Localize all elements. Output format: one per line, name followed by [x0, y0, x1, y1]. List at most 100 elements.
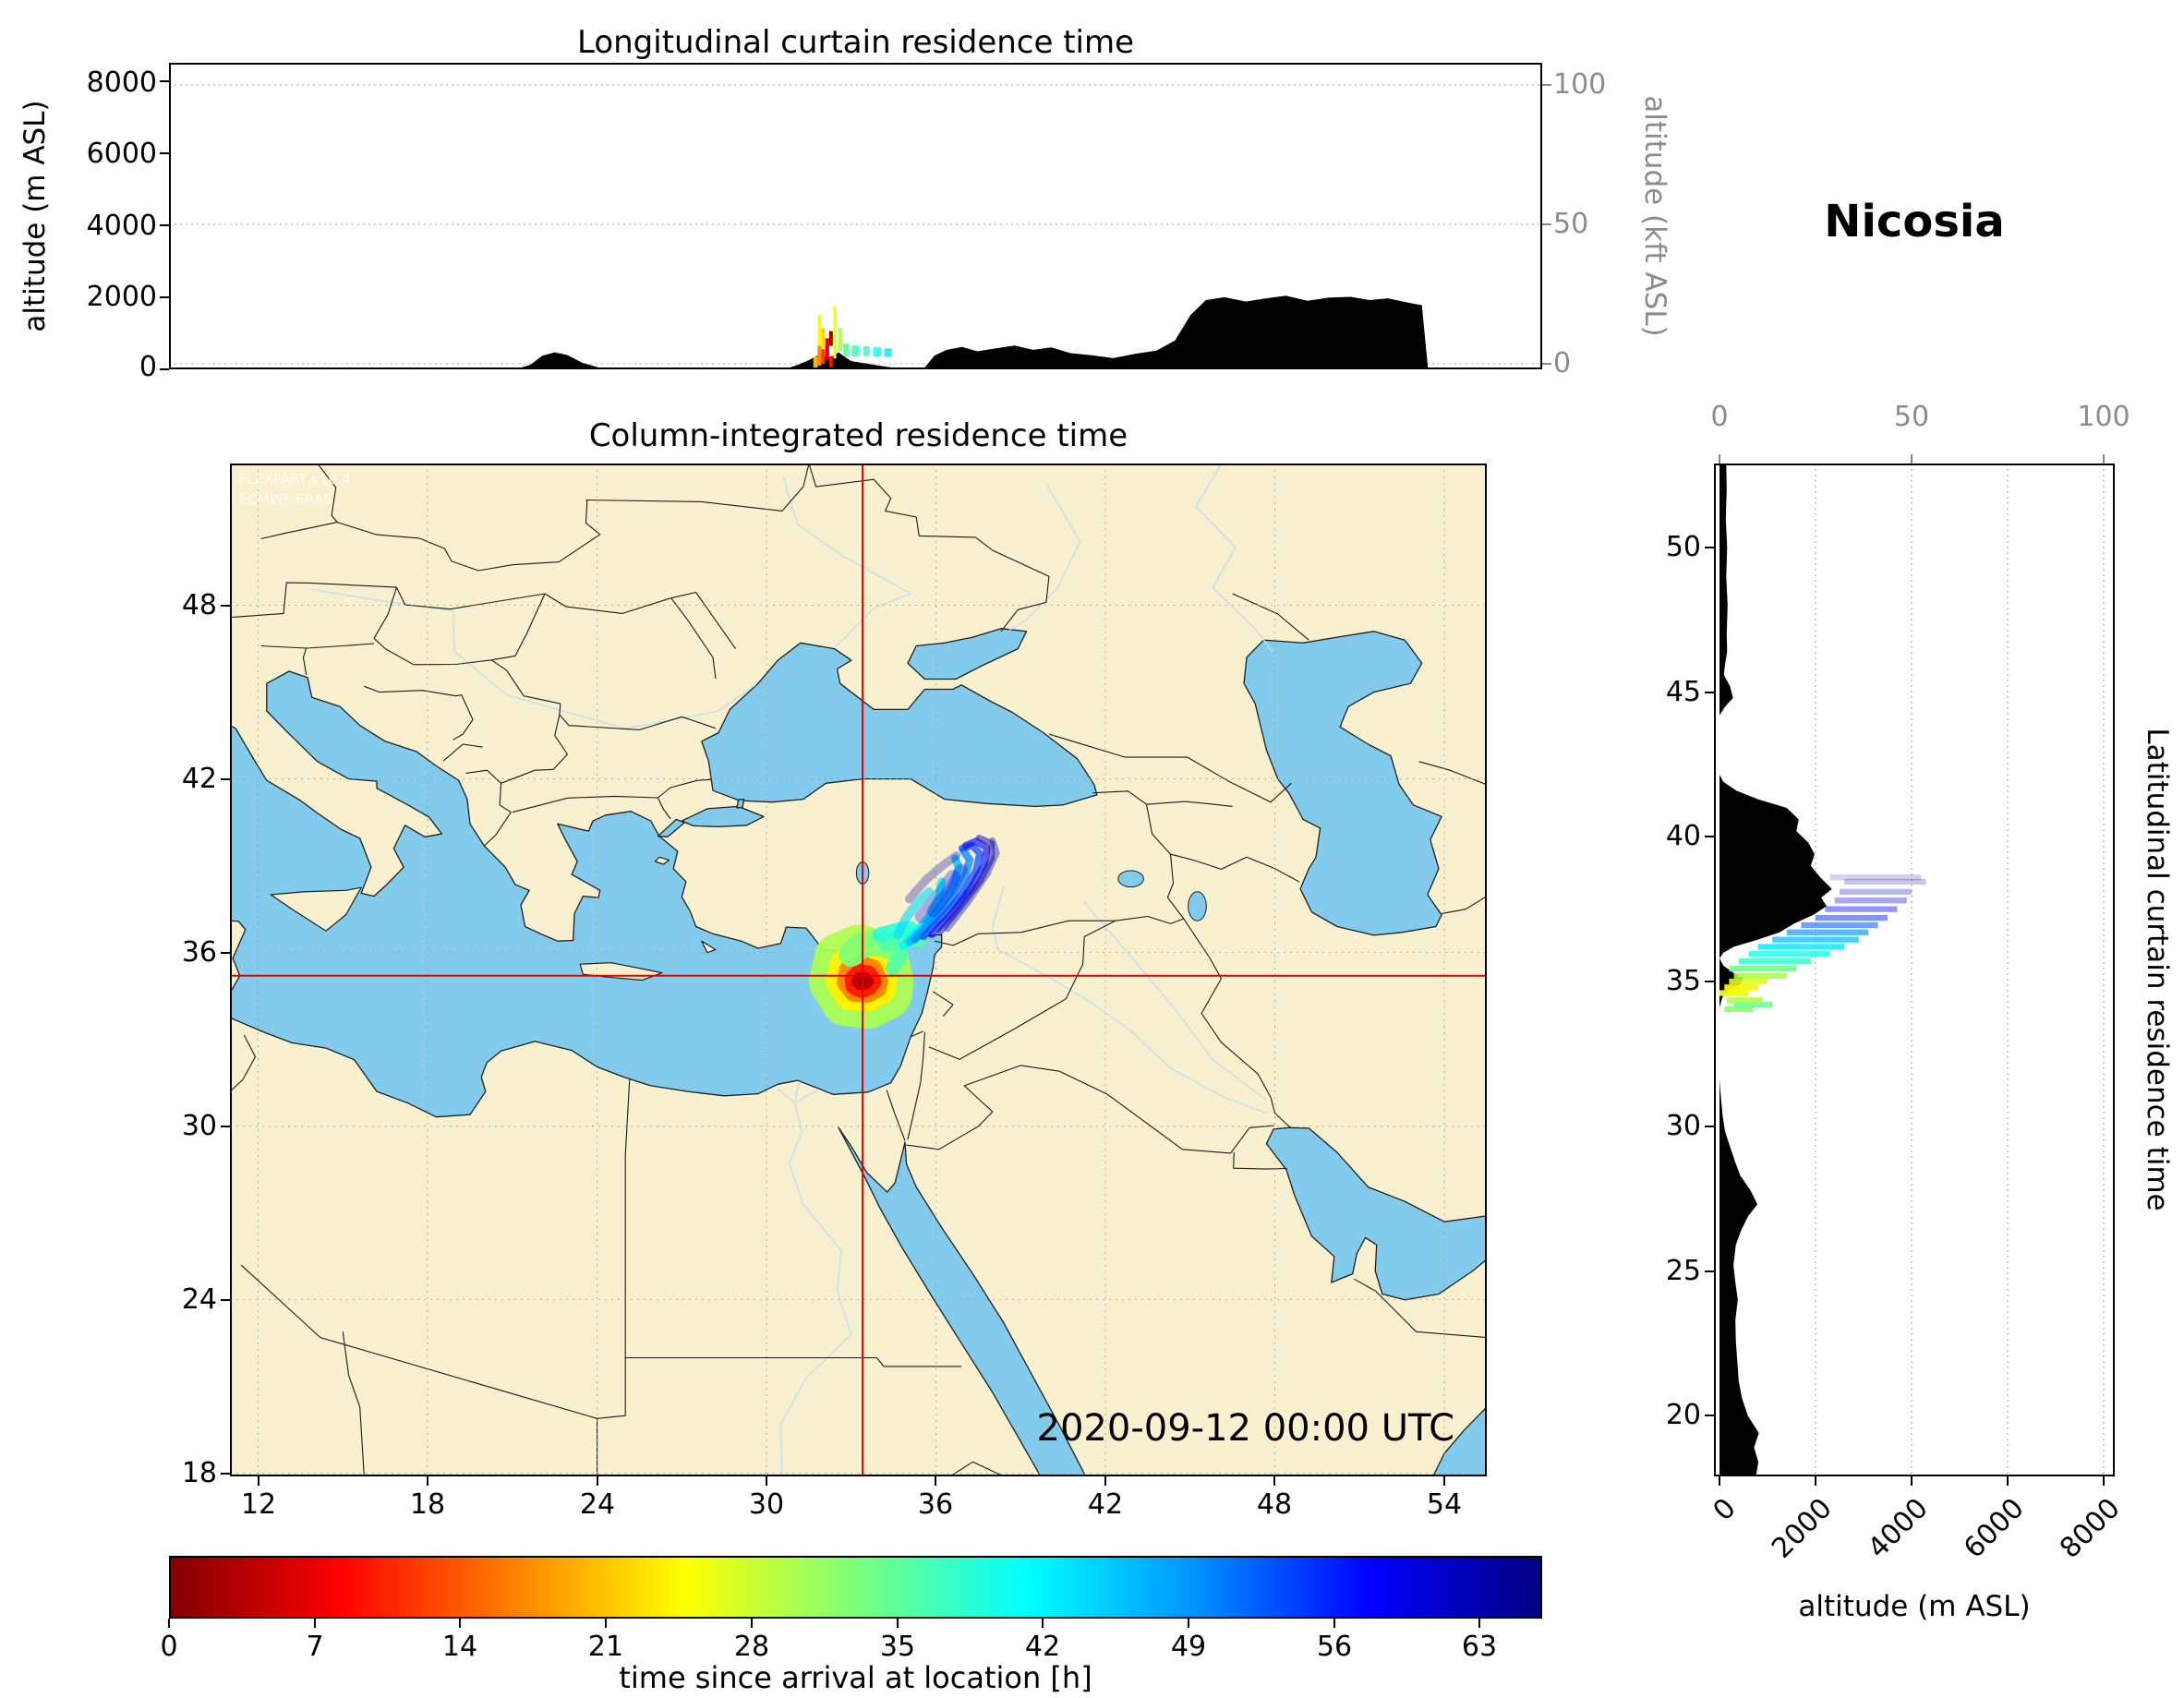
- tick-mark: [1042, 1619, 1044, 1628]
- tick-label: 36: [917, 1488, 954, 1521]
- colorbar-label: time since arrival at location [h]: [619, 1660, 1092, 1695]
- tick-label: 42: [1024, 1631, 1061, 1663]
- tick-label: 0: [1710, 401, 1729, 433]
- map-chart: [230, 464, 1487, 1476]
- tick-label: 14: [441, 1631, 478, 1663]
- tick-mark: [1542, 363, 1551, 365]
- tick-mark: [1911, 1476, 1913, 1486]
- tick-label: 0: [139, 351, 157, 383]
- tick-mark: [1333, 1619, 1335, 1628]
- latitudinal-curtain-chart: [1714, 464, 2115, 1476]
- tick-label: 30: [1665, 1110, 1701, 1142]
- tick-label: 0: [1553, 347, 1572, 379]
- colorbar-gradient: [169, 1556, 1542, 1619]
- tick-label: 20: [1665, 1399, 1701, 1431]
- tick-label: 24: [181, 1283, 217, 1316]
- tick-label: 4000: [86, 210, 157, 242]
- tick-label: 7: [306, 1631, 324, 1663]
- tick-mark: [459, 1619, 461, 1628]
- tick-label: 18: [409, 1488, 446, 1521]
- tick-mark: [1478, 1619, 1480, 1628]
- tick-label: 6000: [86, 138, 157, 170]
- top-y2-axis-label: altitude (kft ASL): [1638, 95, 1671, 337]
- longitudinal-curtain-chart: [169, 63, 1542, 369]
- tick-label: 45: [1665, 676, 1701, 708]
- tick-label: 8000: [2054, 1492, 2127, 1565]
- tick-label: 35: [1665, 965, 1701, 997]
- tick-label: 28: [733, 1631, 770, 1663]
- tick-mark: [221, 1473, 230, 1475]
- tick-label: 42: [181, 763, 217, 795]
- tick-mark: [1815, 1476, 1816, 1486]
- tick-mark: [2103, 454, 2105, 464]
- station-title: Nicosia: [1824, 196, 2005, 247]
- top-panel-title: Longitudinal curtain residence time: [576, 24, 1135, 61]
- tick-mark: [1705, 1415, 1714, 1416]
- tick-mark: [597, 1476, 598, 1486]
- tick-mark: [1705, 836, 1714, 837]
- tick-label: 0: [1707, 1492, 1743, 1528]
- tick-label: 8000: [86, 66, 157, 99]
- tick-mark: [1705, 1270, 1714, 1272]
- tick-label: 2000: [86, 281, 157, 313]
- tick-mark: [2007, 1476, 2009, 1486]
- tick-mark: [751, 1619, 753, 1628]
- tick-mark: [427, 1476, 428, 1486]
- tick-mark: [1911, 454, 1913, 464]
- tick-mark: [1443, 1476, 1445, 1486]
- tick-label: 4000: [1862, 1492, 1935, 1565]
- tick-mark: [935, 1476, 936, 1486]
- tick-label: 36: [181, 936, 217, 969]
- tick-mark: [221, 605, 230, 607]
- tick-mark: [160, 368, 169, 370]
- tick-label: 50: [1665, 531, 1701, 563]
- tick-label: 35: [879, 1631, 916, 1663]
- tick-label: 30: [748, 1488, 785, 1521]
- tick-label: 0: [160, 1631, 178, 1663]
- tick-mark: [897, 1619, 899, 1628]
- tick-label: 6000: [1958, 1492, 2031, 1565]
- tick-label: 21: [587, 1631, 624, 1663]
- watermark-line1: FLEXPART v10.4: [239, 471, 351, 488]
- tick-mark: [766, 1476, 767, 1486]
- right-panel-title: Latitudinal curtain residence time: [2141, 728, 2174, 1211]
- tick-label: 100: [2077, 401, 2130, 433]
- tick-mark: [1719, 454, 1720, 464]
- tick-label: 63: [1461, 1631, 1498, 1663]
- tick-mark: [160, 152, 169, 154]
- top-y-axis-label: altitude (m ASL): [18, 100, 52, 332]
- tick-mark: [314, 1619, 316, 1628]
- tick-mark: [1542, 223, 1551, 225]
- tick-label: 49: [1170, 1631, 1207, 1663]
- watermark: FLEXPART v10.4 ECMWF ERA5: [239, 469, 351, 510]
- tick-label: 54: [1426, 1488, 1463, 1521]
- tick-mark: [221, 1299, 230, 1301]
- tick-mark: [1273, 1476, 1275, 1486]
- tick-label: 56: [1316, 1631, 1353, 1663]
- tick-mark: [221, 952, 230, 954]
- tick-label: 25: [1665, 1255, 1701, 1287]
- tick-label: 30: [181, 1110, 217, 1142]
- tick-label: 12: [240, 1488, 277, 1521]
- tick-label: 100: [1553, 68, 1607, 101]
- tick-label: 50: [1893, 401, 1930, 433]
- map-title: Column-integrated residence time: [588, 417, 1128, 454]
- right-x-axis-label: altitude (m ASL): [1798, 1590, 2031, 1623]
- tick-mark: [1705, 1126, 1714, 1127]
- tick-label: 48: [1256, 1488, 1293, 1521]
- tick-label: 2000: [1766, 1492, 1839, 1565]
- tick-mark: [221, 1126, 230, 1127]
- tick-mark: [2103, 1476, 2105, 1486]
- tick-mark: [160, 80, 169, 82]
- tick-label: 40: [1665, 820, 1701, 852]
- map-timestamp: 2020-09-12 00:00 UTC: [1036, 1407, 1454, 1450]
- tick-mark: [1188, 1619, 1189, 1628]
- tick-mark: [258, 1476, 259, 1486]
- tick-mark: [605, 1619, 607, 1628]
- tick-label: 42: [1087, 1488, 1124, 1521]
- tick-label: 18: [181, 1457, 217, 1489]
- tick-mark: [168, 1619, 170, 1628]
- tick-mark: [1542, 84, 1551, 86]
- tick-mark: [1719, 1476, 1720, 1486]
